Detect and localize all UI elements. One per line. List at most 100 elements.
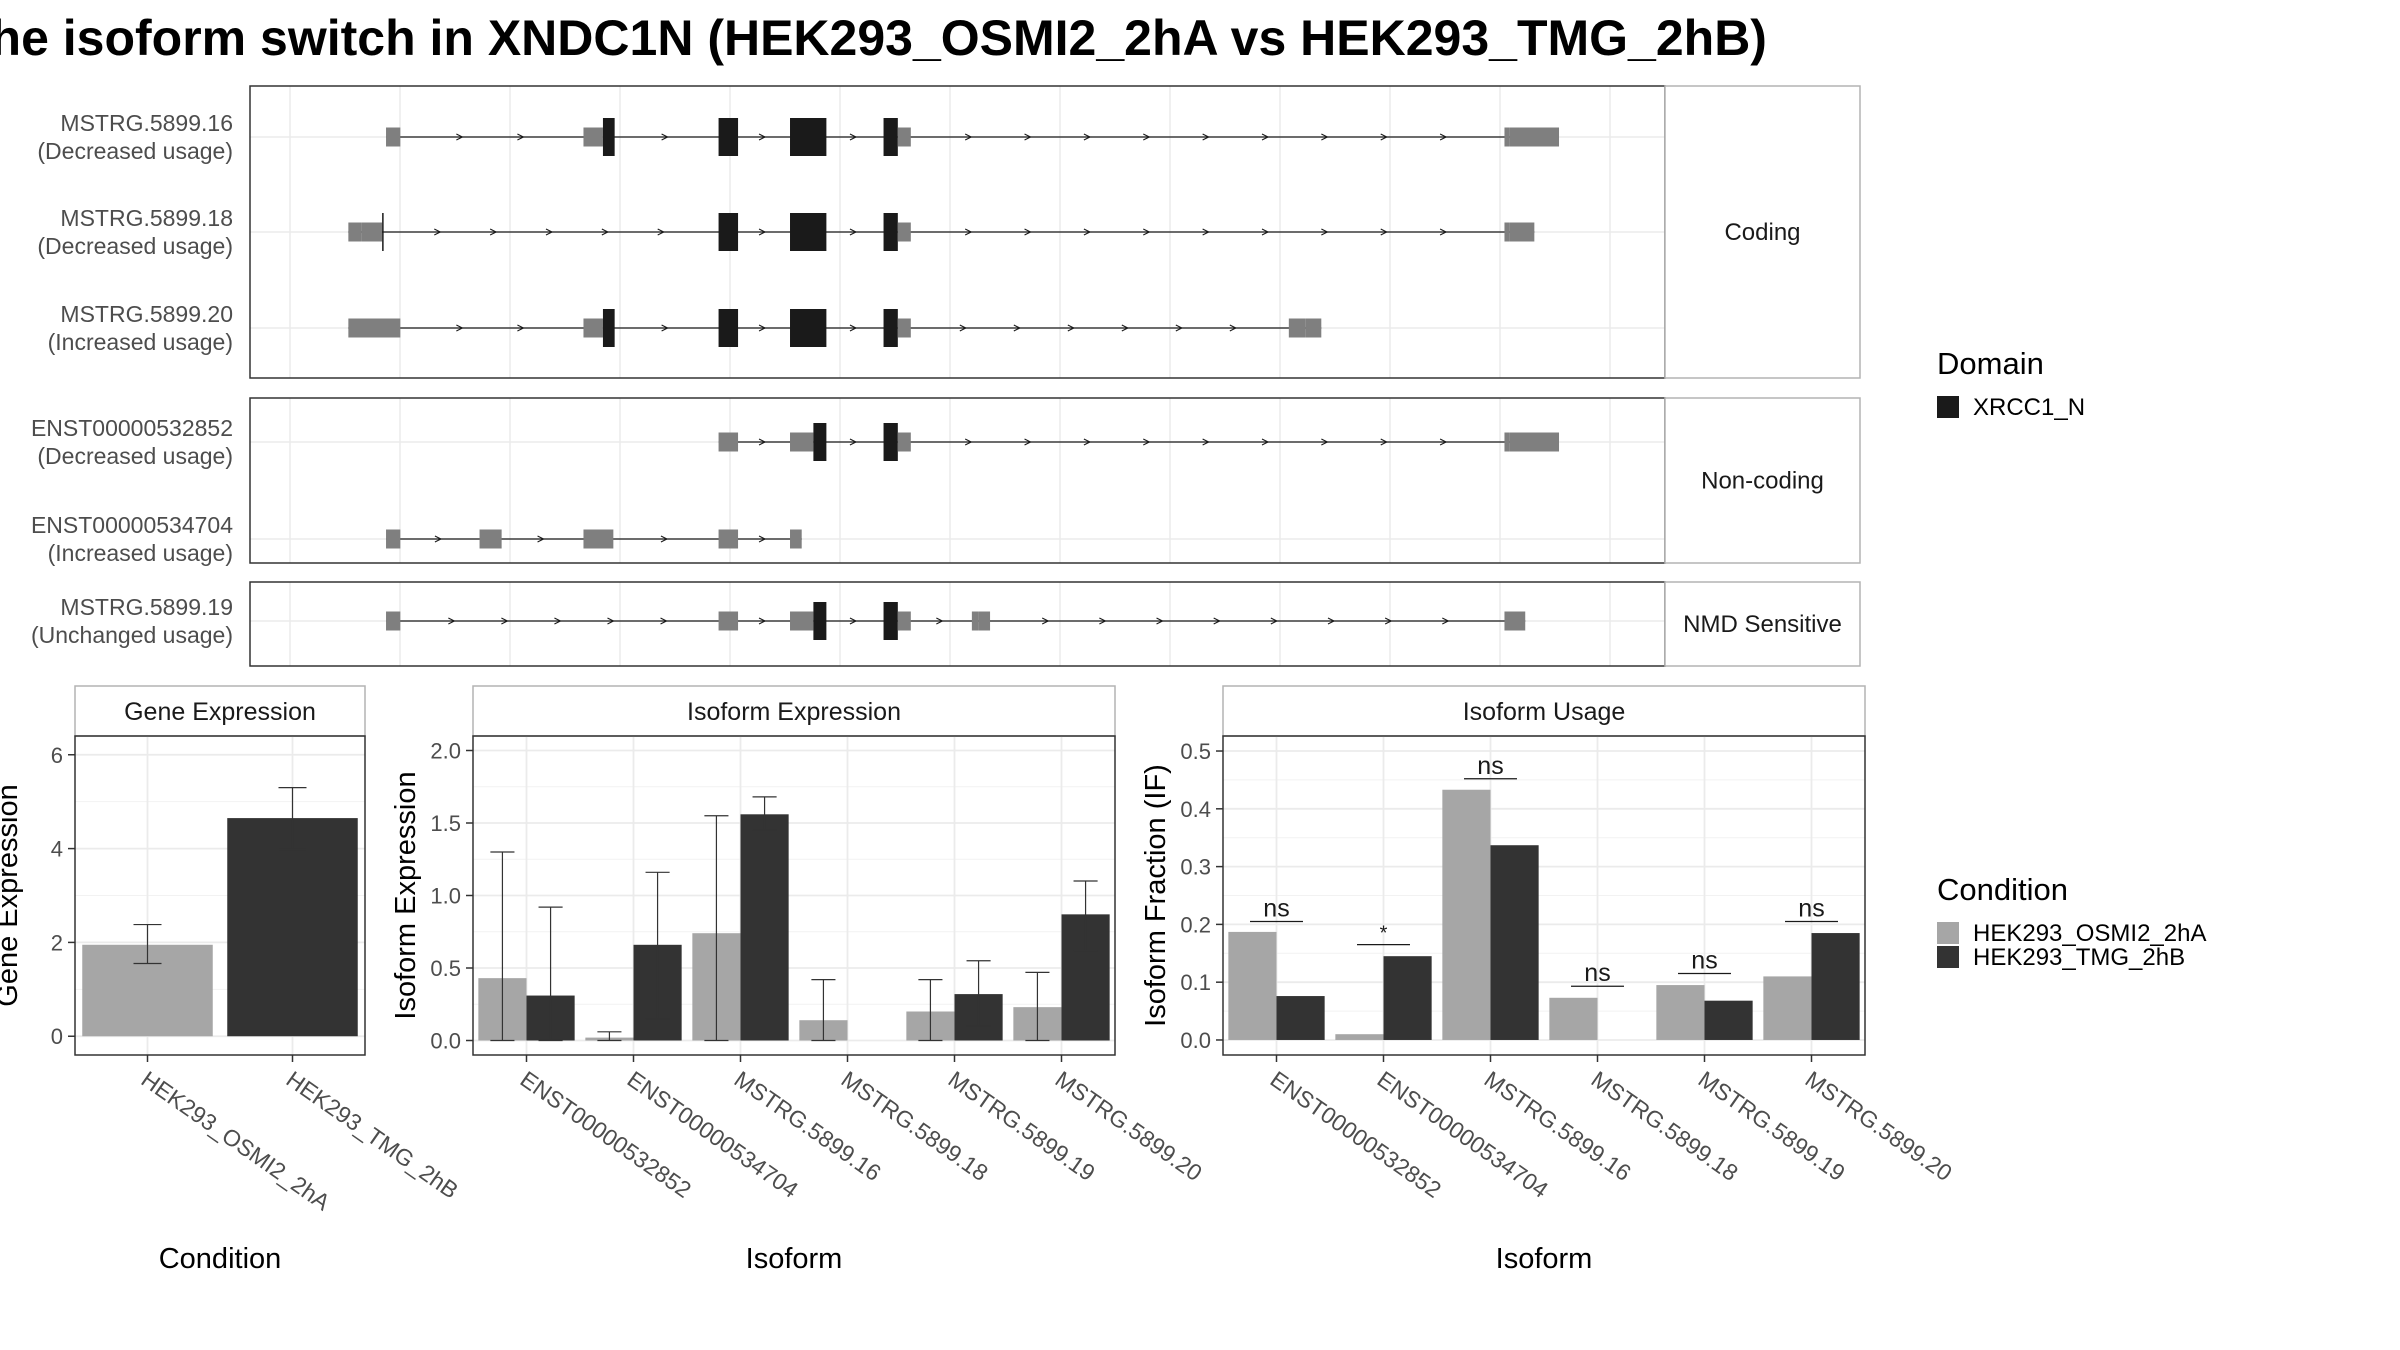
utr-exon bbox=[1504, 432, 1510, 452]
error-bar bbox=[704, 815, 729, 1042]
legends: Domain XRCC1_N Condition HEK293_OSMI2_2hAHE… bbox=[1937, 346, 2206, 971]
x-axis-title: Condition bbox=[159, 1243, 282, 1275]
strand-arrow bbox=[1143, 438, 1151, 446]
strand-arrow bbox=[660, 535, 669, 543]
utr-exon bbox=[1509, 127, 1560, 147]
facet-title: Isoform Expression bbox=[687, 698, 901, 726]
strand-arrow bbox=[849, 617, 858, 625]
utr-exon bbox=[790, 529, 802, 549]
transcript-name: MSTRG.5899.19 bbox=[60, 594, 233, 620]
strand-arrow bbox=[1024, 438, 1032, 446]
bar bbox=[1442, 789, 1491, 1040]
strand-arrow bbox=[660, 617, 668, 625]
utr-exon bbox=[718, 611, 739, 631]
strand-arrow bbox=[1270, 617, 1279, 625]
legend-title: Condition bbox=[1937, 872, 2068, 907]
utr-exon bbox=[583, 318, 603, 338]
strand-arrow bbox=[758, 228, 767, 236]
strand-arrow bbox=[607, 617, 615, 625]
transcript-row: MSTRG.5899.16(Decreased usage) bbox=[37, 110, 1560, 164]
error-bar bbox=[597, 1031, 622, 1042]
error-bar bbox=[918, 978, 943, 1042]
strand-arrow bbox=[849, 324, 858, 332]
utr-exon bbox=[348, 222, 362, 242]
cds-exon bbox=[883, 118, 898, 156]
y-tick-label: 0.3 bbox=[1180, 855, 1211, 880]
strand-arrow bbox=[849, 228, 858, 236]
bar bbox=[1228, 931, 1277, 1040]
strand-arrow bbox=[601, 228, 610, 236]
transcript-row: MSTRG.5899.20(Increased usage) bbox=[48, 301, 1322, 355]
bar bbox=[1383, 956, 1432, 1040]
utr-exon bbox=[897, 222, 911, 242]
legend-swatch bbox=[1937, 396, 1959, 418]
error-bar bbox=[1073, 880, 1098, 952]
bar bbox=[1811, 933, 1860, 1040]
category-label: NMD Sensitive bbox=[1683, 611, 1842, 638]
bar bbox=[1276, 996, 1325, 1040]
strand-arrow bbox=[661, 133, 669, 141]
strand-arrow bbox=[517, 133, 525, 141]
x-tick-label: ENST00000534704 bbox=[1373, 1066, 1554, 1203]
y-tick-label: 0.4 bbox=[1180, 797, 1211, 822]
cds-exon bbox=[883, 213, 898, 251]
transcript-name: ENST00000532852 bbox=[31, 415, 233, 441]
strand-arrow bbox=[456, 133, 464, 141]
category-strip bbox=[1664, 397, 1861, 564]
strand-arrow bbox=[1321, 133, 1329, 141]
transcript-panel-bg bbox=[250, 582, 1665, 666]
y-tick-label: 0.0 bbox=[1180, 1028, 1211, 1053]
strand-arrow bbox=[758, 617, 767, 625]
strand-arrow bbox=[434, 228, 442, 236]
strand-arrow bbox=[1099, 617, 1107, 625]
significance-label: ns bbox=[1584, 959, 1610, 987]
strand-arrow bbox=[1384, 617, 1393, 625]
transcript-row: MSTRG.5899.18(Decreased usage) bbox=[37, 205, 1535, 259]
category-label: Coding bbox=[1724, 219, 1800, 246]
transcript-usage: (Unchanged usage) bbox=[31, 622, 233, 648]
transcript-usage: (Increased usage) bbox=[48, 329, 233, 355]
plot-border bbox=[472, 735, 1116, 1056]
strand-arrow bbox=[758, 324, 767, 332]
strand-arrow bbox=[1261, 228, 1270, 236]
cds-exon bbox=[790, 309, 827, 347]
cds-exon bbox=[718, 309, 739, 347]
y-tick-label: 2.0 bbox=[430, 739, 461, 764]
transcript-row: ENST00000532852(Decreased usage) bbox=[31, 415, 1560, 469]
x-tick-label: ENST00000534704 bbox=[623, 1066, 804, 1203]
strand-arrow bbox=[936, 617, 944, 625]
transcript-row: ENST00000534704(Increased usage) bbox=[31, 512, 802, 566]
strand-arrow bbox=[1202, 438, 1210, 446]
bar bbox=[1656, 985, 1705, 1040]
plot-border bbox=[74, 735, 366, 1056]
y-tick-label: 0 bbox=[51, 1024, 63, 1049]
strand-arrow bbox=[1439, 228, 1448, 236]
strand-arrow bbox=[448, 617, 456, 625]
utr-exon bbox=[1305, 318, 1322, 338]
strand-arrow bbox=[1439, 438, 1448, 446]
y-axis-title: Isoform Fraction (IF) bbox=[1140, 764, 1172, 1027]
utr-exon bbox=[479, 529, 502, 549]
bar bbox=[1549, 997, 1598, 1040]
strand-arrow bbox=[1261, 438, 1270, 446]
strand-arrow bbox=[1213, 617, 1221, 625]
strand-arrow bbox=[1321, 228, 1329, 236]
utr-exon bbox=[718, 432, 739, 452]
transcript-row: MSTRG.5899.19(Unchanged usage) bbox=[31, 594, 1526, 648]
strand-arrow bbox=[545, 228, 554, 236]
transcript-usage: (Decreased usage) bbox=[37, 233, 233, 259]
strand-arrow bbox=[1083, 438, 1092, 446]
strand-arrow bbox=[661, 324, 669, 332]
strand-arrow bbox=[1261, 133, 1270, 141]
bar-chart: Isoform Expression 0.0 0.5 1.0 1.5 2.0 ENST000… bbox=[390, 685, 1207, 1275]
y-tick-label: 0.1 bbox=[1180, 970, 1211, 995]
facet-strip bbox=[74, 685, 366, 737]
cds-exon bbox=[883, 602, 898, 640]
facet-strip bbox=[1222, 685, 1866, 737]
strand-arrow bbox=[849, 133, 858, 141]
strand-arrow bbox=[1439, 133, 1448, 141]
error-bar bbox=[645, 871, 670, 1020]
utr-exon bbox=[790, 611, 814, 631]
utr-exon bbox=[790, 432, 814, 452]
y-axis-title: Isoform Expression bbox=[390, 771, 422, 1019]
